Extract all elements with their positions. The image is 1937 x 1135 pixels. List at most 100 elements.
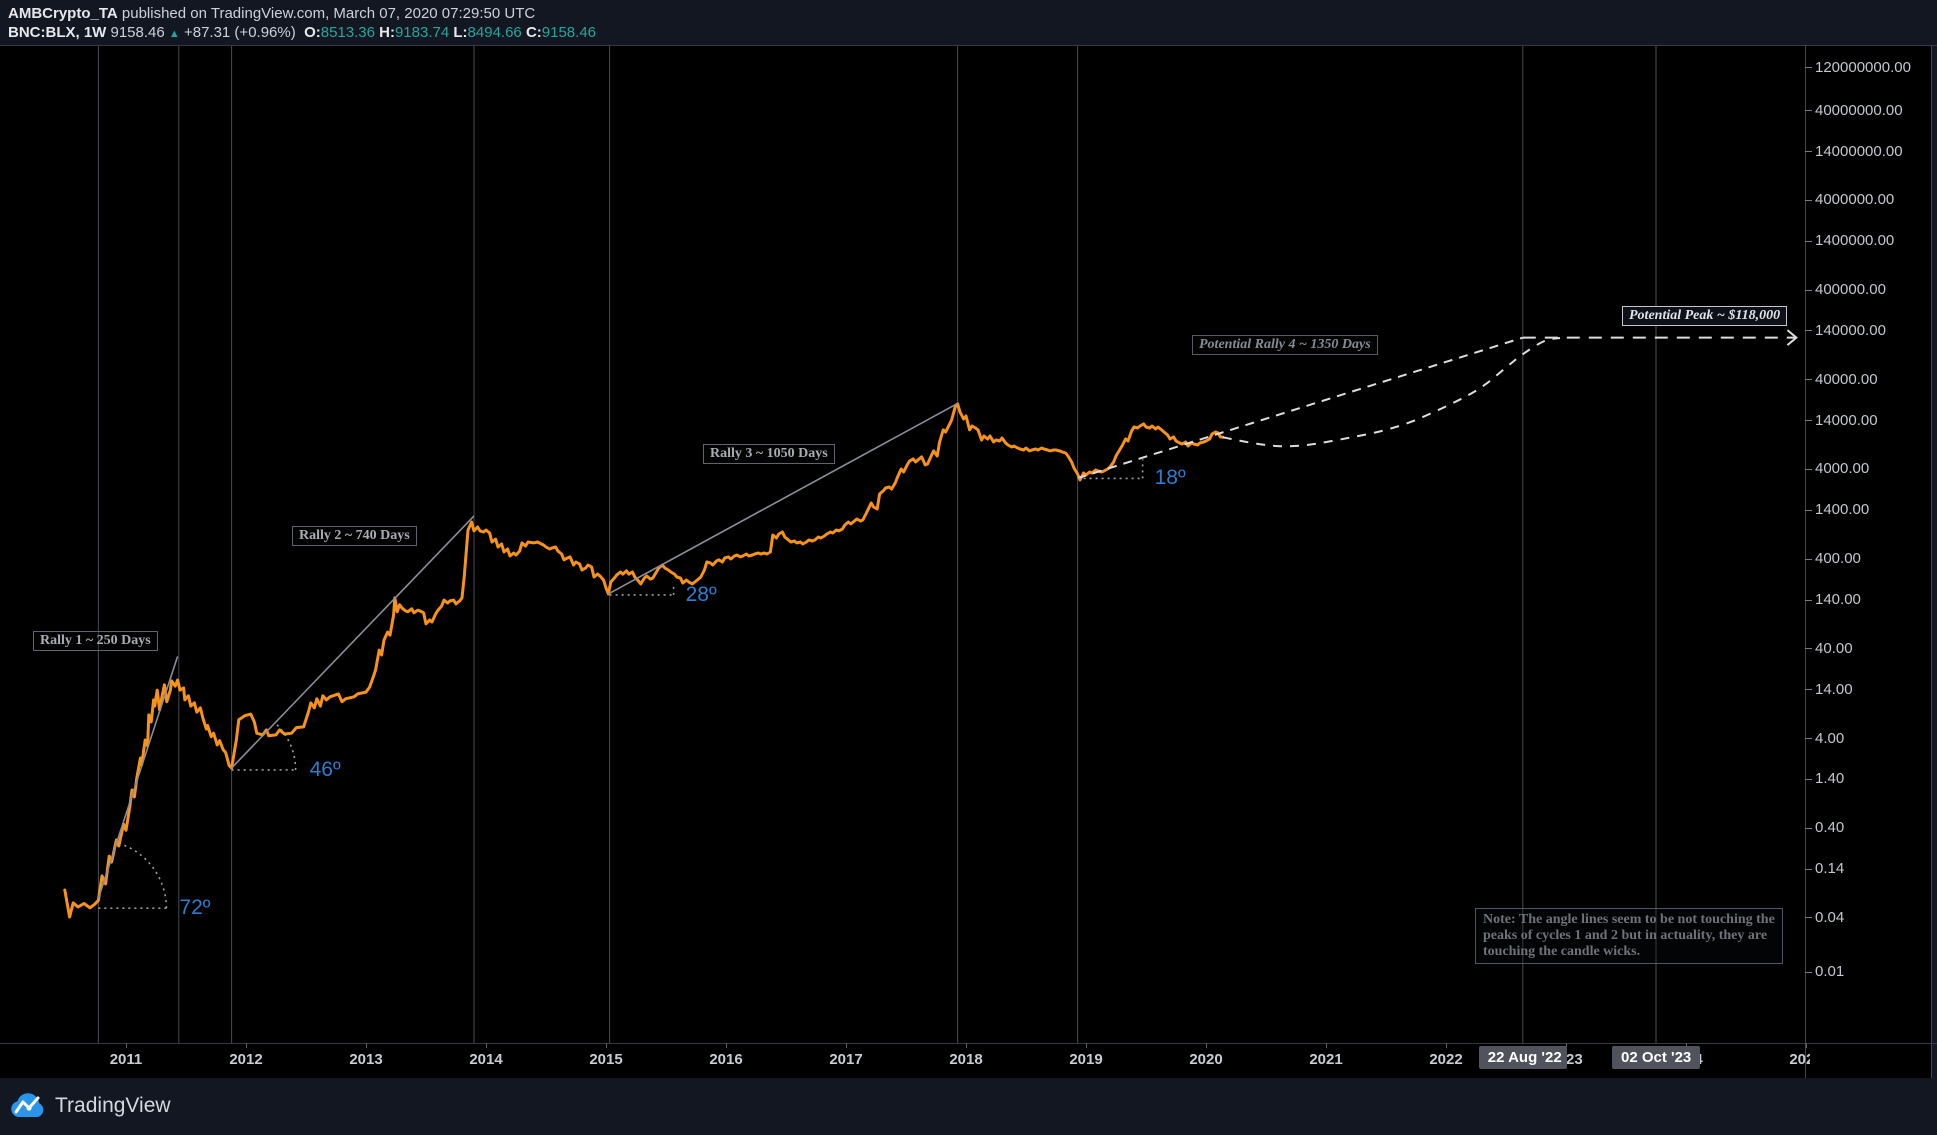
price-tick-label: 400000.00 <box>1815 281 1886 299</box>
price-tick-mark <box>1805 648 1812 650</box>
price-tick-mark <box>1805 240 1812 242</box>
price-tick-label: 1400000.00 <box>1815 232 1895 250</box>
price-tick-label: 4000.00 <box>1815 460 1870 478</box>
price-tick-mark <box>1805 468 1812 470</box>
publish-info: published on TradingView.com, March 07, … <box>117 5 536 22</box>
year-label-2016: 2016 <box>709 1051 743 1068</box>
time-axis[interactable]: 2011 2012 2013 2014 2015 2016 2017 2018 2019 2020… <box>0 1043 1810 1078</box>
highlight-date-label: 02 Oct '23 <box>1612 1046 1700 1069</box>
rally-label-1[interactable]: Rally 1 ~ 250 Days <box>33 631 158 651</box>
price-tick-label: 0.14 <box>1815 860 1845 878</box>
price-tick-mark <box>1805 330 1812 332</box>
tradingview-logo-icon <box>11 1093 44 1117</box>
year-tick-mark <box>846 1043 847 1048</box>
right-edge <box>1931 45 1937 1078</box>
price-axis-border <box>1805 45 1806 1078</box>
year-label-2014: 2014 <box>469 1051 503 1068</box>
price-tick-label: 40000.00 <box>1815 370 1878 388</box>
price-tick-mark <box>1805 917 1812 919</box>
chart-pane-background[interactable] <box>0 45 1931 1078</box>
price-tick-mark <box>1805 599 1812 601</box>
price-tick-mark <box>1805 151 1812 153</box>
note-annotation[interactable]: Note: The angle lines seem to be not tou… <box>1475 908 1783 964</box>
rally-2-line[interactable] <box>231 515 475 769</box>
price-tick-label: 40000000.00 <box>1815 101 1903 119</box>
price-tick-label: 1400.00 <box>1815 501 1870 519</box>
year-label-2011: 2011 <box>109 1051 143 1068</box>
price-line-series <box>63 402 1225 919</box>
price-tick-label: 4000000.00 <box>1815 191 1895 209</box>
price-tick-label: 14000000.00 <box>1815 142 1903 160</box>
price-tick-mark <box>1805 420 1812 422</box>
symbol-title[interactable]: BNC:BLX, 1W <box>8 24 107 41</box>
pane-top-border <box>0 45 1937 46</box>
chart-right-border <box>1931 45 1932 1078</box>
potential-peak-label[interactable]: Potential Peak ~ $118,000 <box>1622 306 1788 326</box>
year-label-2012: 2012 <box>229 1051 263 1068</box>
publish-byline: AMBCrypto_TA published on TradingView.co… <box>8 5 535 22</box>
price-tick-mark <box>1805 738 1812 740</box>
price-tick-mark <box>1805 827 1812 829</box>
price-tick-label: 0.01 <box>1815 963 1845 980</box>
angle-label-4[interactable]: 18º <box>1154 466 1186 490</box>
price-tick-label: 4.00 <box>1815 729 1845 747</box>
last-price: 9158.46 <box>110 24 165 41</box>
price-tick-mark <box>1805 199 1812 201</box>
bottom-bar <box>0 1078 1937 1135</box>
year-tick-mark <box>1206 1043 1207 1048</box>
price-tick-label: 120000000.00 <box>1815 58 1911 76</box>
rally-4-line[interactable] <box>1077 336 1524 480</box>
price-change: +87.31 (+0.96%) <box>183 24 296 41</box>
year-tick-mark <box>1086 1043 1087 1048</box>
price-tick-mark <box>1805 509 1812 511</box>
highlight-date-label: 22 Aug '22 <box>1478 1046 1567 1069</box>
price-tick-label: 0.40 <box>1815 819 1845 837</box>
open-value: 8513.36 <box>320 24 375 41</box>
year-label-2019: 2019 <box>1069 1051 1103 1068</box>
price-tick-mark <box>1805 67 1812 69</box>
price-tick-label: 0.04 <box>1815 908 1845 926</box>
note-line-2: peaks of cycles 1 and 2 but in actuality… <box>1483 928 1768 943</box>
rally-1-line[interactable] <box>97 656 179 899</box>
high-label: H: <box>379 24 395 41</box>
year-tick-mark <box>1566 1043 1567 1048</box>
year-label-2017: 2017 <box>829 1051 863 1068</box>
angle-label-1[interactable]: 72º <box>179 896 211 920</box>
angle-label-2[interactable]: 46º <box>309 757 341 781</box>
year-label-2022: 2022 <box>1429 1051 1463 1068</box>
rally-label-4[interactable]: Potential Rally 4 ~ 1350 Days <box>1192 335 1378 355</box>
year-tick-mark <box>126 1043 127 1048</box>
price-tick-label: 14.00 <box>1815 680 1853 698</box>
close-label: C: <box>525 24 542 41</box>
year-tick-mark <box>1806 1043 1807 1048</box>
price-tick-mark <box>1805 289 1812 291</box>
rally-label-2[interactable]: Rally 2 ~ 740 Days <box>292 526 417 546</box>
projection-curve[interactable] <box>1222 337 1561 448</box>
year-label-2013: 2013 <box>349 1051 383 1068</box>
author-name: AMBCrypto_TA <box>8 5 118 22</box>
high-value: 9183.74 <box>394 24 450 41</box>
year-label-2018: 2018 <box>949 1051 983 1068</box>
year-label-2015: 2015 <box>589 1051 623 1068</box>
price-tick-mark <box>1805 379 1812 381</box>
rally-label-3[interactable]: Rally 3 ~ 1050 Days <box>703 444 835 464</box>
tradingview-attribution[interactable]: TradingView <box>10 1089 171 1123</box>
price-tick-mark <box>1805 110 1812 112</box>
symbol-status-row: BNC:BLX, 1W 9158.46 ▲ +87.31 (+0.96%) O:… <box>8 24 596 41</box>
year-tick-mark <box>726 1043 727 1048</box>
open-label: O: <box>304 24 321 41</box>
up-arrow-icon: ▲ <box>168 28 180 40</box>
price-tick-label: 140000.00 <box>1815 321 1886 339</box>
year-label-2021: 2021 <box>1309 1051 1343 1068</box>
angle-label-3[interactable]: 28º <box>685 582 717 606</box>
rally-3-line[interactable] <box>608 402 958 595</box>
year-tick-mark <box>1446 1043 1447 1048</box>
note-line-3: touching the candle wicks. <box>1483 944 1641 959</box>
price-tick-mark <box>1805 868 1812 870</box>
angle-arc-72º <box>119 842 168 909</box>
note-line-1: Note: The angle lines seem to be not tou… <box>1483 912 1775 927</box>
year-tick-mark <box>966 1043 967 1048</box>
year-tick-mark <box>1326 1043 1327 1048</box>
